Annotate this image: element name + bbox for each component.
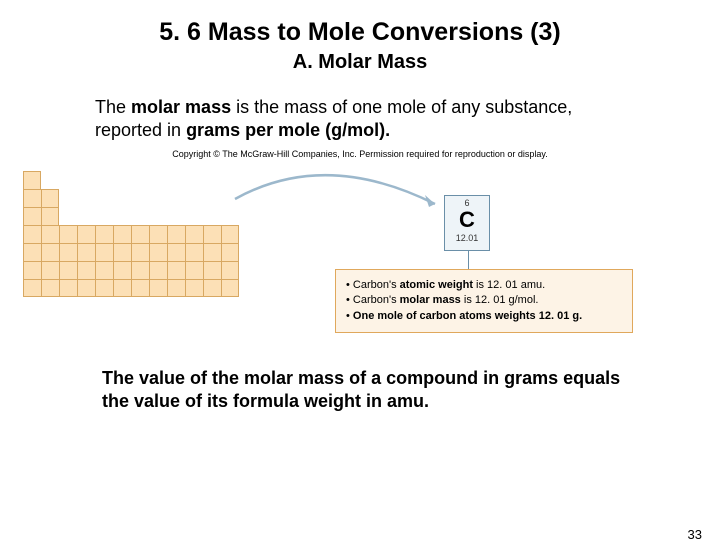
pt-cell [77, 243, 95, 261]
pt-cell [59, 261, 77, 279]
pt-cell [113, 225, 131, 243]
intro-bold-1: molar mass [131, 97, 231, 117]
pt-cell [113, 261, 131, 279]
callout-1b: atomic weight [400, 279, 473, 291]
pt-cell [203, 243, 221, 261]
pt-cell [221, 243, 239, 261]
pt-cell [95, 225, 113, 243]
pt-cell [113, 279, 131, 297]
callout-line-2: Carbon's molar mass is 12. 01 g/mol. [346, 293, 622, 308]
figure-region: 6 C 12.01 Carbon's atomic weight is 12. … [0, 159, 720, 339]
pt-cell [167, 243, 185, 261]
pt-cell [185, 261, 203, 279]
intro-text-a: The [95, 97, 131, 117]
pt-cell [23, 171, 41, 189]
pt-cell [41, 225, 59, 243]
pt-cell [131, 243, 149, 261]
callout-2b: molar mass [400, 294, 461, 306]
callout-box: Carbon's atomic weight is 12. 01 amu. Ca… [335, 269, 633, 333]
pt-cell [149, 261, 167, 279]
pt-cell [149, 243, 167, 261]
pt-cell [41, 261, 59, 279]
pt-cell [23, 261, 41, 279]
pt-cell [167, 225, 185, 243]
pt-cell [185, 225, 203, 243]
callout-line-1: Carbon's atomic weight is 12. 01 amu. [346, 278, 622, 293]
intro-bold-2: grams per mole (g/mol). [186, 120, 390, 140]
pt-cell [23, 225, 41, 243]
element-symbol: C [445, 209, 489, 231]
pt-cell [131, 261, 149, 279]
pt-cell [23, 279, 41, 297]
pt-cell [41, 189, 59, 207]
pt-cell [221, 225, 239, 243]
pt-cell [167, 261, 185, 279]
pt-cell [77, 225, 95, 243]
pt-cell [23, 243, 41, 261]
pt-cell [203, 225, 221, 243]
pt-cell [167, 279, 185, 297]
pt-cell [23, 189, 41, 207]
callout-line-3: One mole of carbon atoms weights 12. 01 … [346, 309, 622, 324]
pt-cell [23, 207, 41, 225]
callout-connector-line [468, 251, 469, 269]
pt-cell [185, 243, 203, 261]
pt-cell [59, 243, 77, 261]
pt-cell [41, 207, 59, 225]
pt-cell [113, 243, 131, 261]
callout-2c: is 12. 01 g/mol. [461, 294, 539, 306]
pt-cell [41, 243, 59, 261]
conclusion-paragraph: The value of the molar mass of a compoun… [102, 367, 642, 412]
pt-cell [221, 279, 239, 297]
pt-cell [77, 279, 95, 297]
pt-cell [221, 261, 239, 279]
pt-cell [131, 225, 149, 243]
intro-paragraph: The molar mass is the mass of one mole o… [95, 96, 630, 141]
pt-cell [59, 279, 77, 297]
pt-cell [95, 261, 113, 279]
pt-cell [131, 279, 149, 297]
slide-title: 5. 6 Mass to Mole Conversions (3) [0, 18, 720, 47]
pt-cell [41, 279, 59, 297]
slide-subtitle: A. Molar Mass [0, 51, 720, 74]
callout-1a: Carbon's [353, 279, 400, 291]
pt-cell [95, 243, 113, 261]
callout-3b: One mole of carbon atoms weights 12. 01 … [353, 310, 582, 322]
element-atomic-weight: 12.01 [445, 233, 489, 243]
callout-1c: is 12. 01 amu. [473, 279, 545, 291]
pt-cell [149, 279, 167, 297]
pt-cell [77, 261, 95, 279]
callout-2a: Carbon's [353, 294, 400, 306]
element-tile-carbon: 6 C 12.01 [444, 195, 490, 251]
pt-cell [59, 225, 77, 243]
callout-arrow [225, 159, 455, 239]
copyright-line: Copyright © The McGraw-Hill Companies, I… [0, 149, 720, 159]
pt-cell [95, 279, 113, 297]
pt-cell [149, 225, 167, 243]
pt-cell [185, 279, 203, 297]
pt-cell [203, 279, 221, 297]
pt-cell [203, 261, 221, 279]
